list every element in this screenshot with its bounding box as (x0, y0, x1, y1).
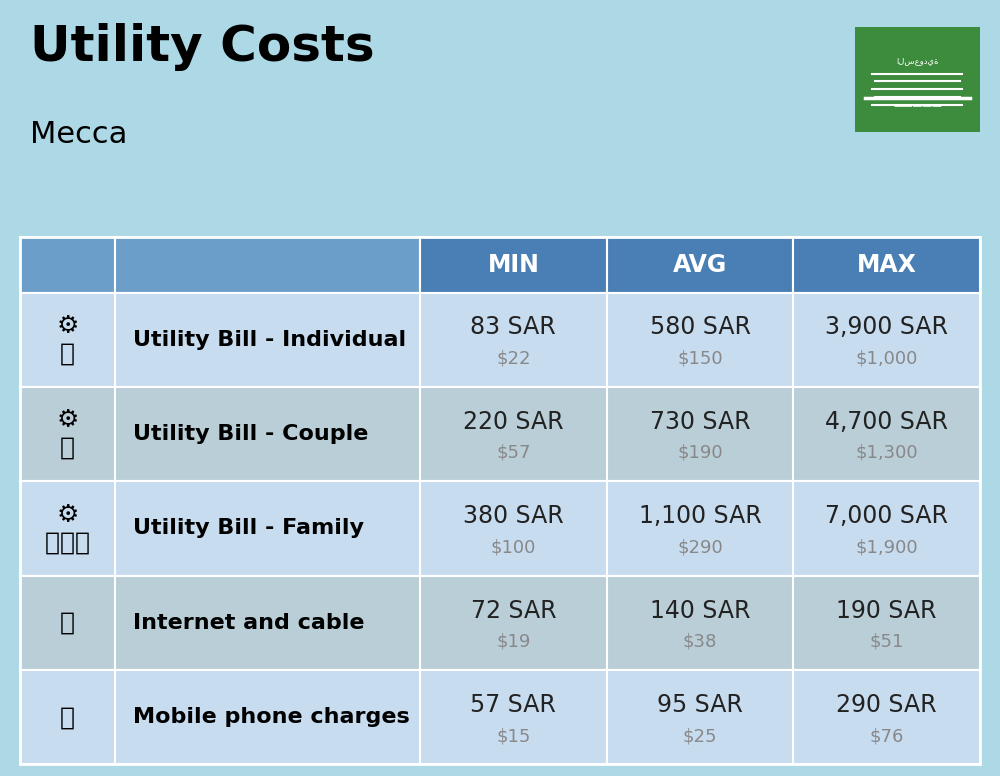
Text: AVG: AVG (673, 253, 727, 276)
Text: ⚙
👨‍👩‍👧: ⚙ 👨‍👩‍👧 (45, 503, 90, 554)
Text: $1,000: $1,000 (855, 350, 918, 368)
Text: 190 SAR: 190 SAR (836, 598, 937, 622)
Text: $150: $150 (677, 350, 723, 368)
Text: 95 SAR: 95 SAR (657, 693, 743, 717)
Text: MIN: MIN (487, 253, 539, 276)
Text: Utility Bill - Couple: Utility Bill - Couple (133, 424, 368, 444)
Text: 730 SAR: 730 SAR (650, 410, 750, 434)
Text: 140 SAR: 140 SAR (650, 598, 750, 622)
Text: 57 SAR: 57 SAR (470, 693, 556, 717)
Text: 72 SAR: 72 SAR (471, 598, 556, 622)
FancyBboxPatch shape (855, 27, 980, 132)
Bar (607, 237, 793, 293)
Text: Mecca: Mecca (30, 120, 127, 149)
Bar (115, 237, 420, 293)
Text: $1,300: $1,300 (855, 444, 918, 462)
Text: $57: $57 (496, 444, 531, 462)
Text: $38: $38 (683, 632, 717, 651)
Text: $76: $76 (869, 727, 904, 745)
Text: $19: $19 (496, 632, 531, 651)
Text: 380 SAR: 380 SAR (463, 504, 564, 528)
Text: 7,000 SAR: 7,000 SAR (825, 504, 948, 528)
Bar (793, 237, 980, 293)
Text: $25: $25 (683, 727, 717, 745)
Text: Utility Bill - Family: Utility Bill - Family (133, 518, 364, 539)
Text: —————: ————— (893, 101, 942, 111)
Text: ⚙
👤: ⚙ 👤 (56, 314, 79, 365)
Bar (20, 237, 115, 293)
Text: $51: $51 (869, 632, 904, 651)
Text: 4,700 SAR: 4,700 SAR (825, 410, 948, 434)
Text: Utility Bill - Individual: Utility Bill - Individual (133, 330, 406, 350)
Text: Utility Costs: Utility Costs (30, 23, 375, 71)
Text: Internet and cable: Internet and cable (133, 613, 364, 632)
Text: ⚙
👫: ⚙ 👫 (56, 408, 79, 460)
Text: $100: $100 (491, 539, 536, 556)
Text: $290: $290 (677, 539, 723, 556)
Bar (420, 237, 607, 293)
Text: MAX: MAX (857, 253, 917, 276)
Text: 1,100 SAR: 1,100 SAR (639, 504, 761, 528)
Text: $15: $15 (496, 727, 531, 745)
Text: 📶: 📶 (60, 611, 75, 635)
Text: السعودية: السعودية (896, 56, 939, 65)
Text: Mobile phone charges: Mobile phone charges (133, 707, 410, 727)
Text: 📱: 📱 (60, 705, 75, 729)
Text: 83 SAR: 83 SAR (470, 316, 556, 339)
Text: 3,900 SAR: 3,900 SAR (825, 316, 948, 339)
Text: 220 SAR: 220 SAR (463, 410, 564, 434)
Text: $22: $22 (496, 350, 531, 368)
Text: 290 SAR: 290 SAR (836, 693, 937, 717)
Text: $190: $190 (677, 444, 723, 462)
Text: $1,900: $1,900 (855, 539, 918, 556)
Text: 580 SAR: 580 SAR (650, 316, 751, 339)
